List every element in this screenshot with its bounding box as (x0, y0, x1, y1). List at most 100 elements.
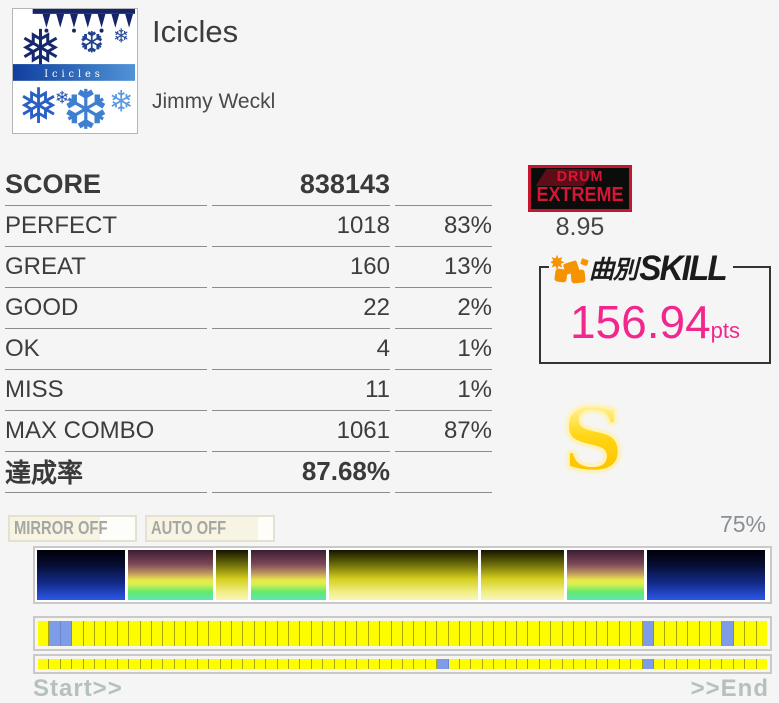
note-cell (653, 621, 666, 646)
note-cell (60, 659, 73, 669)
note-cell (163, 621, 175, 646)
skill-logo: 曲別 SKILL (549, 249, 734, 288)
score-value: 838143 (212, 164, 390, 206)
svg-text:❄: ❄ (55, 87, 70, 107)
note-cell (117, 621, 130, 646)
note-cell (368, 621, 381, 646)
auto-toggle-button[interactable]: AUTO OFF (145, 515, 275, 542)
note-cell (551, 659, 563, 669)
note-cell (448, 659, 461, 669)
note-cell (129, 659, 141, 669)
note-cell (505, 659, 518, 669)
note-cell (403, 621, 415, 646)
note-cell (266, 659, 278, 669)
note-cell (49, 659, 61, 669)
note-cell (539, 621, 552, 646)
note-cell (140, 659, 153, 669)
note-cell (505, 621, 518, 646)
album-art-image: ❅ ❆ ❄ Icicles ❅ ❆ ❄ ❄ (13, 9, 135, 141)
skill-points-unit: pts (710, 318, 741, 343)
note-cell (106, 659, 118, 669)
note-cell (220, 621, 232, 646)
note-cell (266, 621, 278, 646)
gauge-segment-mixed (251, 550, 326, 600)
judge-pct: 1% (395, 369, 492, 411)
gauge-segment-mixed (567, 550, 645, 600)
note-cell (368, 659, 381, 669)
note-cell (277, 621, 289, 646)
note-cell (596, 621, 609, 646)
note-cell (254, 621, 267, 646)
note-cell-blue (722, 621, 734, 646)
note-cell (710, 621, 723, 646)
judge-pct: 13% (395, 246, 492, 288)
note-chart-row-2 (33, 654, 772, 674)
note-cell (722, 659, 734, 669)
note-cell (585, 621, 597, 646)
gauge-segment-blue (37, 550, 125, 600)
table-row: MISS 11 1% (5, 369, 492, 411)
note-cell (414, 621, 426, 646)
judge-pct: 1% (395, 328, 492, 370)
note-cell (231, 621, 244, 646)
gauge-segment-blue (647, 550, 765, 600)
note-cell (619, 659, 632, 669)
achievement-label: 達成率 (5, 451, 207, 493)
drum-icon (551, 254, 589, 284)
note-cell-blue (642, 659, 654, 669)
note-cell-blue (642, 621, 654, 646)
badge-instrument-label: DRUM (556, 168, 604, 185)
judge-count: 4 (212, 328, 390, 370)
gauge-segment-yellow (328, 550, 479, 600)
gauge-segment-yellow (216, 550, 249, 600)
skill-label-main: SKILL (639, 249, 727, 288)
skill-points-value: 156.94 (569, 296, 711, 348)
note-cell (608, 621, 620, 646)
note-cell (631, 659, 643, 669)
judge-count: 22 (212, 287, 390, 329)
note-cell (288, 659, 301, 669)
note-cell (494, 621, 506, 646)
note-cell (129, 621, 141, 646)
note-cell (106, 621, 118, 646)
note-cell (733, 621, 746, 646)
note-cell (676, 659, 689, 669)
note-cell (688, 621, 700, 646)
table-row: GOOD 22 2% (5, 287, 492, 329)
note-cell-blue (49, 621, 61, 646)
note-cell (186, 621, 198, 646)
note-cell (231, 659, 244, 669)
start-label: Start>> (33, 675, 123, 702)
note-cell (163, 659, 175, 669)
judge-count: 160 (212, 246, 390, 288)
note-cell (380, 659, 392, 669)
note-cell (209, 621, 221, 646)
note-cell (220, 659, 232, 669)
table-row: PERFECT 1018 83% (5, 205, 492, 247)
note-cell (745, 621, 757, 646)
note-cell (414, 659, 426, 669)
note-cell (117, 659, 130, 669)
gauge-bar (33, 546, 772, 604)
note-cell (95, 621, 107, 646)
skill-label-prefix: 曲別 (589, 256, 638, 284)
note-cell (619, 621, 632, 646)
note-cell (448, 621, 461, 646)
note-cell (665, 659, 677, 669)
jacket-title-text: Icicles (44, 69, 104, 80)
note-cell (83, 621, 96, 646)
note-cell (357, 621, 369, 646)
note-cell (152, 621, 164, 646)
table-row: GREAT 160 13% (5, 246, 492, 288)
note-cell (152, 659, 164, 669)
note-cell (562, 659, 575, 669)
mirror-toggle-button[interactable]: MIRROR OFF (8, 515, 137, 542)
note-cell (72, 659, 84, 669)
note-cell (323, 621, 335, 646)
svg-text:❆: ❆ (79, 26, 104, 59)
note-cell (665, 621, 677, 646)
note-cell (300, 621, 312, 646)
note-cell (243, 659, 255, 669)
difficulty-badge: DRUM EXTREME (528, 165, 632, 212)
note-cell (745, 659, 757, 669)
